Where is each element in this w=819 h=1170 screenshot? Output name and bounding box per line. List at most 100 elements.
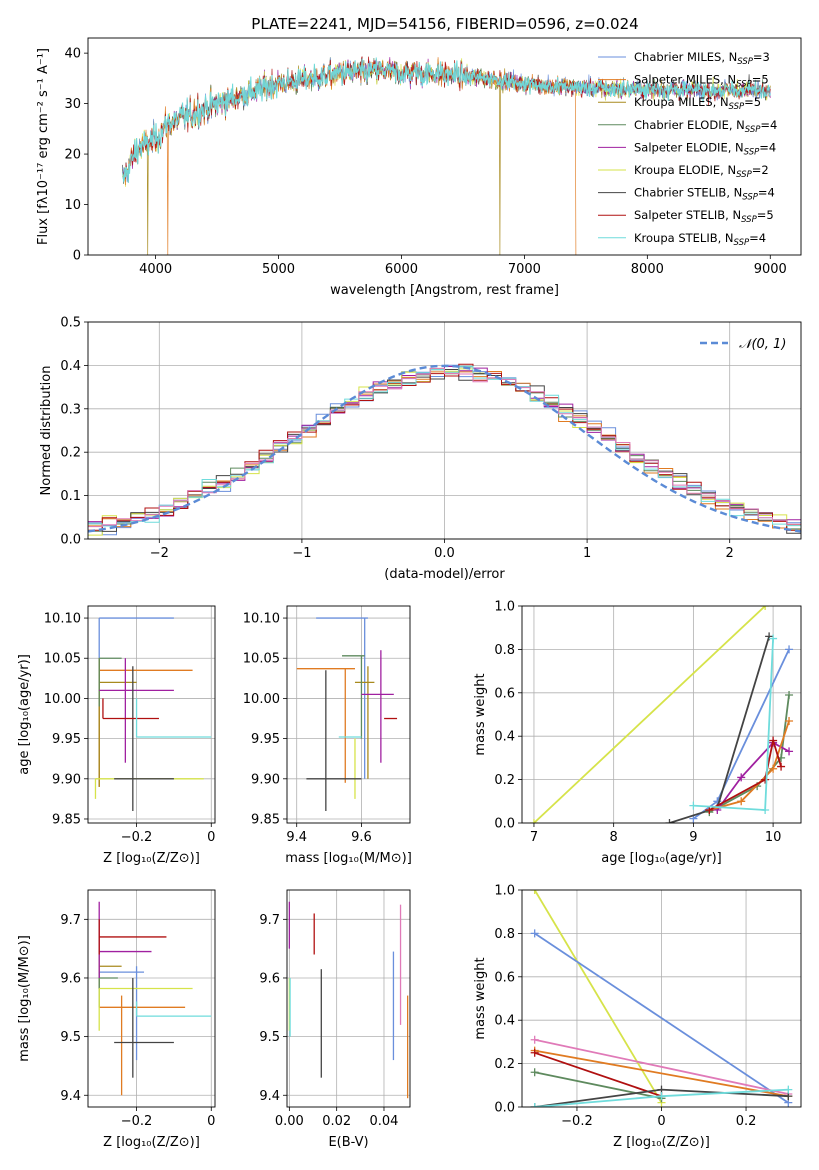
y-tick-label: 9.85 (251, 812, 280, 827)
legend-entry-count: =4 (758, 186, 775, 200)
axes-frame (521, 605, 802, 824)
y-tick-label: 0.2 (494, 773, 515, 788)
y-axis-label: mass weight (473, 673, 488, 755)
panel-spectrum: 4000 5000 6000 7000 8000 9000 0 10 20 30 40 wavelen… (36, 37, 802, 298)
y-axis-label: age [log₁₀(age/yr)] (17, 654, 32, 775)
errorbar-point (102, 698, 159, 720)
figure-title: PLATE=2241, MJD=54156, FIBERID=0596, z=0… (251, 15, 638, 33)
mass-weight-marker (665, 819, 674, 823)
axes-frame (87, 605, 216, 824)
legend-entry-subscript: SSP (729, 102, 745, 112)
y-tick-label: 0.0 (494, 1101, 515, 1116)
x-axis-label: mass [log₁₀(M/M⊙)] (285, 851, 412, 866)
errorbar-point (135, 698, 212, 738)
plot-area (288, 901, 409, 1099)
errorbar-point (296, 668, 355, 783)
legend-entry-count: =5 (744, 95, 761, 109)
mass-weight-series-5 (533, 606, 766, 823)
plot-area (98, 901, 212, 1096)
y-tick-label: 9.6 (60, 971, 81, 986)
y-tick-label: 0.4 (60, 359, 81, 374)
errorbar-point (114, 666, 174, 811)
y-tick-label: 9.7 (259, 913, 280, 928)
x-tick-label: 0 (657, 1114, 665, 1129)
plot-area (88, 363, 801, 536)
mass-weight-marker (761, 805, 770, 814)
y-tick-label: 9.90 (52, 772, 81, 787)
y-tick-label: 10 (64, 198, 81, 213)
y-tick-label: 0.4 (494, 1014, 515, 1029)
errorbar-point (99, 995, 186, 1096)
mass-weight-marker (761, 606, 770, 610)
x-tick-label: 0 (207, 830, 215, 845)
y-tick-label: 1.0 (494, 884, 515, 899)
grid (287, 890, 410, 1107)
errorbar-point (135, 1001, 212, 1017)
mass-weight-marker (530, 1048, 539, 1057)
x-axis-label: (data-model)/error (384, 567, 505, 582)
errorbar-point (98, 657, 122, 707)
y-tick-label: 9.4 (60, 1089, 81, 1104)
y-tick-label: 0.1 (60, 489, 81, 504)
mass-weight-series-7 (534, 1051, 662, 1098)
x-tick-label: 6000 (385, 262, 418, 277)
x-tick-label: 8000 (631, 262, 664, 277)
errorbar-point (306, 670, 362, 811)
y-axis-label: Normed distribution (39, 366, 54, 496)
y-tick-label: 9.85 (52, 812, 81, 827)
y-tick-label: 9.90 (251, 772, 280, 787)
y-tick-label: 20 (64, 148, 81, 163)
mass-weight-marker (530, 1103, 539, 1107)
legend-entry-label: Salpeter STELIB, N (634, 208, 741, 222)
mass-weight-marker (737, 797, 746, 806)
mass-weight-series-1 (709, 720, 790, 811)
legend-entry: Kroupa ELODIE, NSSP=2 (634, 163, 769, 180)
y-tick-label: 9.95 (251, 732, 280, 747)
legend-entry-count: =4 (749, 231, 766, 245)
y-tick-label: 0.2 (494, 1057, 515, 1072)
y-axis-label: mass weight (473, 957, 488, 1039)
y-tick-label: 9.4 (259, 1089, 280, 1104)
panel-age_vs_Z: −0.2 0 9.85 9.90 9.95 10.00 10.05 10.10 Z [log₁₀… (17, 605, 216, 866)
ticks: 9.4 9.6 9.85 9.90 9.95 10.00 10.05 10.10 (243, 612, 372, 845)
y-tick-label: 10.00 (243, 692, 280, 707)
ticks: 4000 5000 6000 7000 8000 9000 0 10 20 30 40 (64, 47, 786, 277)
y-tick-label: 9.5 (60, 1030, 81, 1045)
legend-entry: Chabrier MILES, NSSP=3 (634, 50, 770, 67)
mass-weight-series-1 (534, 1049, 789, 1098)
legend-entry-count: =5 (757, 208, 774, 222)
y-tick-label: 9.7 (60, 913, 81, 928)
y-tick-label: 10.00 (44, 692, 81, 707)
legend-entry-subscript: SSP (744, 147, 760, 157)
legend-entry-label: Chabrier STELIB, N (634, 186, 742, 200)
x-tick-label: −0.2 (121, 830, 153, 845)
x-axis-label: Z [log₁₀(Z/Z⊙)] (103, 851, 200, 866)
y-axis-label: mass [log₁₀(M/M⊙)] (17, 935, 32, 1062)
y-tick-label: 1.0 (494, 600, 515, 615)
x-tick-label: 1 (583, 546, 591, 561)
mass-weight-series-3 (534, 1071, 662, 1100)
legend-entry-count: =4 (759, 140, 776, 154)
legend-entry-label: Salpeter MILES, N (634, 73, 736, 87)
y-tick-label: 10.10 (44, 612, 81, 627)
mass-weight-marker (530, 890, 539, 894)
errorbar-point (342, 655, 365, 739)
x-tick-label: 9000 (754, 262, 787, 277)
axes-frame (286, 889, 411, 1108)
legend-entry: Kroupa STELIB, NSSP=4 (634, 231, 766, 248)
legend-entry-label: Chabrier MILES, N (634, 50, 737, 64)
grid (287, 606, 410, 823)
y-tick-label: 30 (64, 97, 81, 112)
x-axis-label: Z [log₁₀(Z/Z⊙)] (103, 1135, 200, 1150)
reference-gaussian (88, 364, 801, 533)
y-tick-label: 0.6 (494, 686, 515, 701)
legend-entry-subscript: SSP (741, 215, 757, 225)
x-tick-label: 0.00 (275, 1114, 304, 1129)
legend-entry: Salpeter MILES, NSSP=5 (634, 73, 769, 90)
mass-weight-marker (761, 775, 770, 784)
legend-entry-label: Kroupa ELODIE, N (634, 163, 736, 177)
y-tick-label: 0.0 (494, 817, 515, 832)
legend-entry: Salpeter STELIB, NSSP=5 (634, 208, 774, 225)
errorbar-point (361, 650, 394, 763)
